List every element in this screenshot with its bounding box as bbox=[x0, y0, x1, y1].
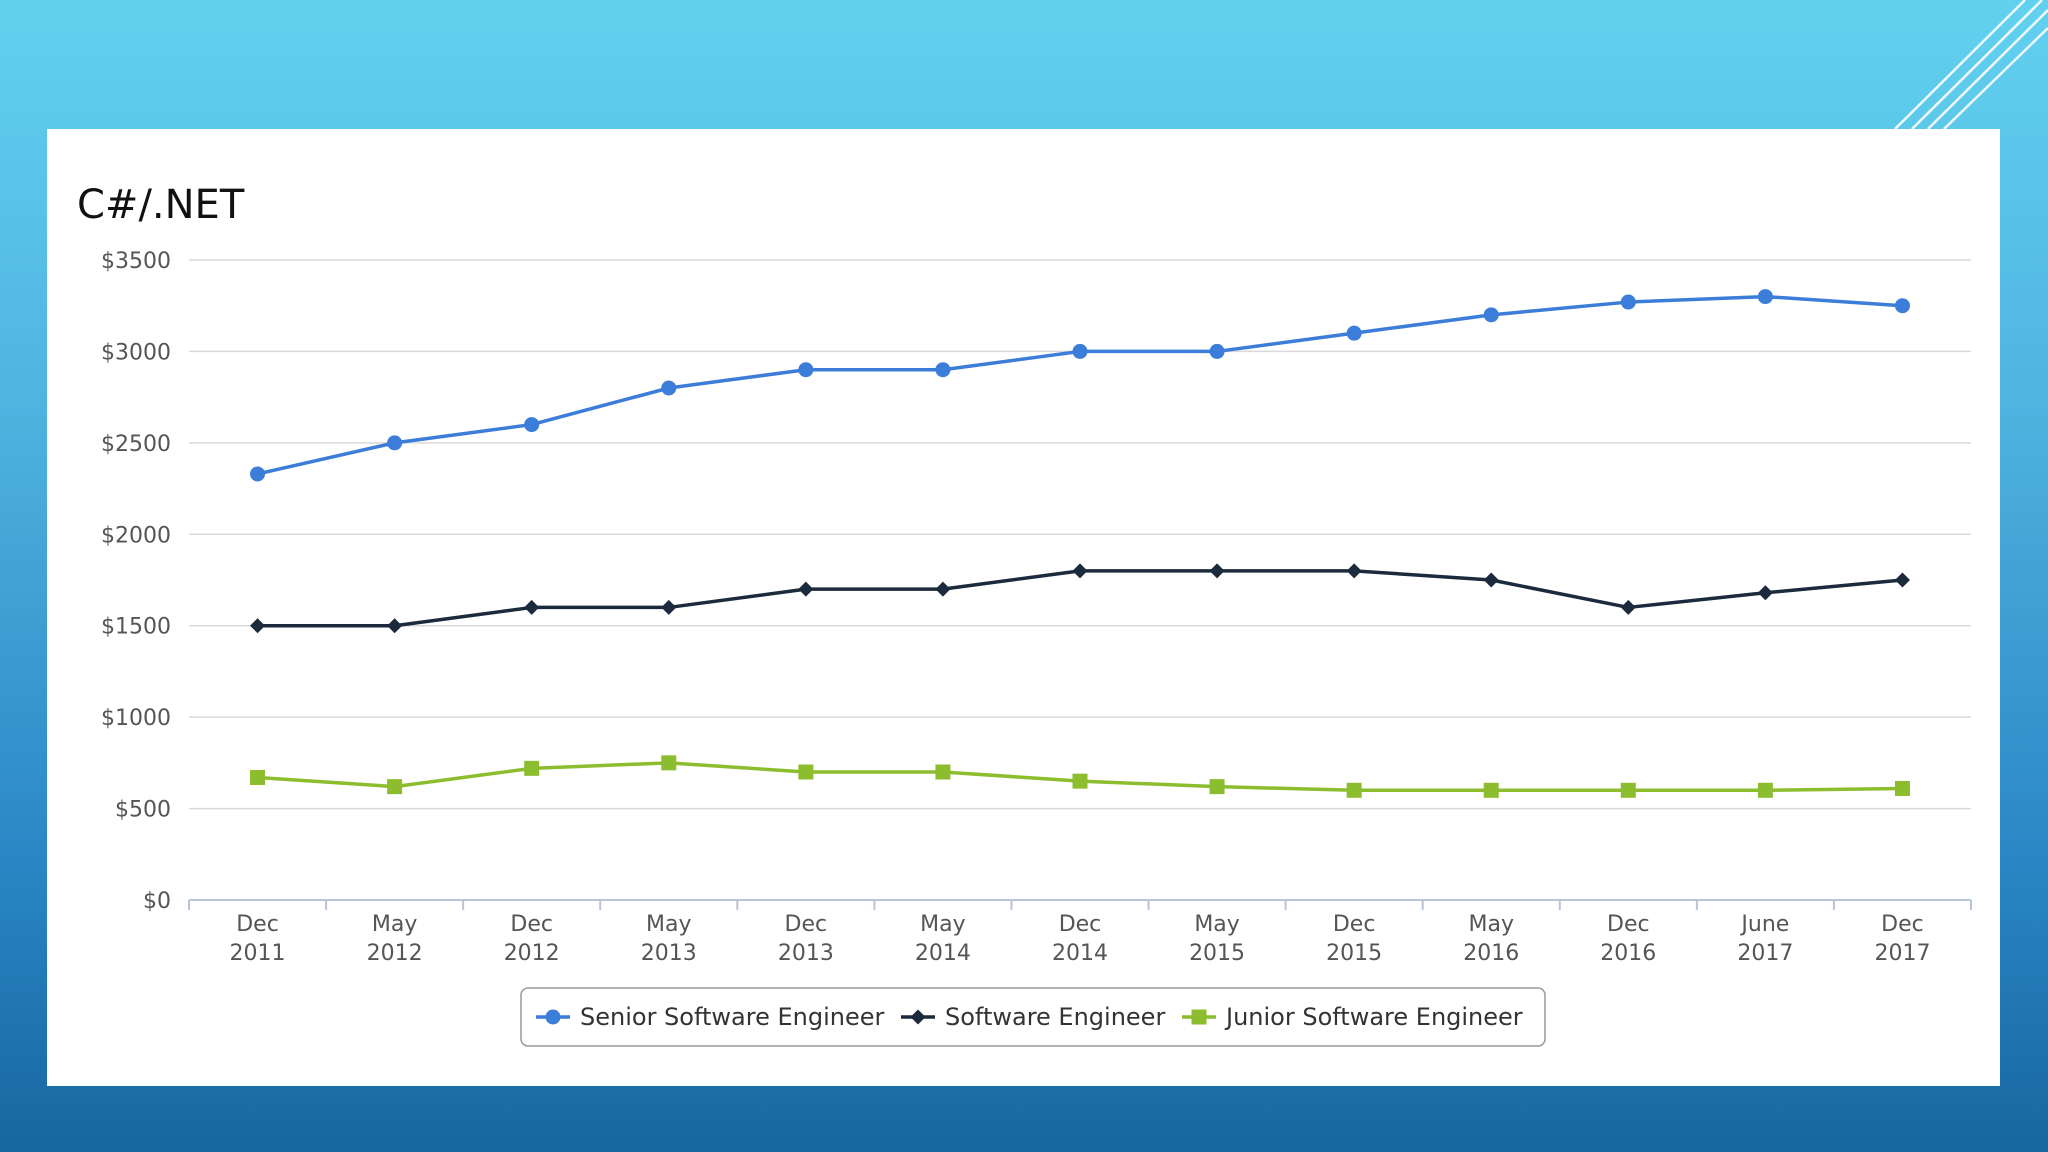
x-tick-label: 2013 bbox=[778, 941, 834, 966]
data-point bbox=[524, 599, 540, 615]
data-point bbox=[250, 466, 266, 482]
x-tick-label: Dec bbox=[1607, 912, 1650, 937]
data-point bbox=[1209, 343, 1225, 359]
x-axis: Dec 2011 May 2012 Dec 2012 May 2013 Dec 2013 May 20… bbox=[188, 899, 1972, 966]
legend-item[interactable]: Junior Software Engineer bbox=[1182, 1003, 1523, 1031]
data-point bbox=[798, 362, 814, 378]
y-tick-label: $0 bbox=[143, 889, 171, 914]
grid-lines bbox=[189, 259, 1971, 810]
data-point bbox=[1072, 773, 1088, 789]
chart-panel: C#/.NET $0 $500 $1000 $1500 $2000 $2500 $3000 $… bbox=[47, 129, 2000, 1086]
data-point bbox=[661, 755, 677, 771]
x-tick-label: 2017 bbox=[1737, 941, 1793, 966]
data-point bbox=[798, 581, 814, 597]
series-layer bbox=[250, 289, 1910, 798]
y-tick-label: $3000 bbox=[101, 340, 171, 365]
data-point bbox=[1757, 289, 1773, 305]
legend-label: Senior Software Engineer bbox=[580, 1003, 885, 1031]
corner-stripes bbox=[1894, 0, 2048, 130]
data-point bbox=[524, 760, 540, 776]
x-tick-label: Dec bbox=[236, 912, 279, 937]
chart-title: C#/.NET bbox=[77, 182, 245, 228]
data-point bbox=[1620, 599, 1636, 615]
y-tick-label: $3500 bbox=[101, 249, 171, 274]
data-point bbox=[1346, 325, 1362, 341]
x-tick-label: 2016 bbox=[1463, 941, 1519, 966]
legend: Senior Software Engineer Software Enginee… bbox=[520, 987, 1546, 1047]
data-point bbox=[1209, 779, 1225, 795]
x-tick-label: 2016 bbox=[1600, 941, 1656, 966]
data-point bbox=[1757, 782, 1773, 798]
x-tick-label: Dec bbox=[785, 912, 828, 937]
x-tick-label: 2012 bbox=[504, 941, 560, 966]
data-point bbox=[1346, 563, 1362, 579]
series-line bbox=[257, 569, 1903, 628]
y-tick-label: $1500 bbox=[101, 615, 171, 640]
data-point bbox=[661, 380, 677, 396]
data-point bbox=[1072, 343, 1088, 359]
data-point bbox=[935, 362, 951, 378]
series-junior-software-engineer bbox=[250, 755, 1910, 798]
line-chart: C#/.NET $0$500$1000$1500$2000$2500$3000$… bbox=[77, 182, 1972, 1047]
y-axis-ticks: $0 $500 $1000 $1500 $2000 $2500 $3000 $3500 bbox=[101, 249, 171, 914]
legend-box bbox=[520, 987, 1546, 1047]
x-tick-label: 2017 bbox=[1874, 941, 1930, 966]
legend-label: Junior Software Engineer bbox=[1224, 1003, 1523, 1031]
data-point bbox=[1209, 563, 1225, 579]
data-point bbox=[798, 764, 814, 780]
x-tick-label: May bbox=[1468, 912, 1513, 937]
x-tick-label: 2014 bbox=[1052, 941, 1108, 966]
x-tick-label: Dec bbox=[510, 912, 553, 937]
legend-item[interactable]: Software Engineer bbox=[901, 1003, 1165, 1031]
x-tick-label: 2013 bbox=[641, 941, 697, 966]
data-point bbox=[935, 581, 951, 597]
data-point bbox=[1757, 585, 1773, 601]
x-tick-label: 2011 bbox=[230, 941, 286, 966]
data-point bbox=[1894, 780, 1910, 796]
x-tick-label: 2015 bbox=[1189, 941, 1245, 966]
y-tick-label: $500 bbox=[115, 798, 171, 823]
series-line bbox=[257, 294, 1903, 476]
x-tick-label: 2012 bbox=[367, 941, 423, 966]
data-point bbox=[1894, 572, 1910, 588]
data-point bbox=[1620, 294, 1636, 310]
data-point bbox=[1483, 307, 1499, 323]
legend-swatch-marker bbox=[545, 1009, 561, 1025]
data-point bbox=[1894, 298, 1910, 314]
data-point bbox=[1483, 782, 1499, 798]
series-software-engineer bbox=[250, 563, 1910, 634]
x-tick-label: May bbox=[1194, 912, 1239, 937]
x-tick-label: Dec bbox=[1059, 912, 1102, 937]
data-point bbox=[1072, 563, 1088, 579]
y-tick-label: $2000 bbox=[101, 523, 171, 548]
x-tick-label: Dec bbox=[1881, 912, 1924, 937]
data-point bbox=[250, 618, 266, 634]
data-point bbox=[387, 435, 403, 451]
data-point bbox=[387, 779, 403, 795]
data-point bbox=[1620, 782, 1636, 798]
x-tick-label: 2014 bbox=[915, 941, 971, 966]
x-tick-label: May bbox=[646, 912, 691, 937]
x-tick-label: May bbox=[372, 912, 417, 937]
x-tick-label: June bbox=[1739, 912, 1789, 937]
legend-item[interactable]: Senior Software Engineer bbox=[536, 1003, 885, 1031]
x-tick-label: 2015 bbox=[1326, 941, 1382, 966]
legend-swatch-marker bbox=[910, 1009, 926, 1025]
x-tick-label: Dec bbox=[1333, 912, 1376, 937]
y-tick-label: $1000 bbox=[101, 706, 171, 731]
y-tick-label: $2500 bbox=[101, 432, 171, 457]
data-point bbox=[661, 599, 677, 615]
series-senior-software-engineer bbox=[250, 289, 1910, 482]
legend-label: Software Engineer bbox=[945, 1003, 1165, 1031]
data-point bbox=[1346, 782, 1362, 798]
data-point bbox=[524, 417, 540, 433]
data-point bbox=[250, 769, 266, 785]
data-point bbox=[935, 764, 951, 780]
data-point bbox=[387, 618, 403, 634]
legend-swatch-marker bbox=[1191, 1009, 1207, 1025]
data-point bbox=[1483, 572, 1499, 588]
x-tick-label: May bbox=[920, 912, 965, 937]
